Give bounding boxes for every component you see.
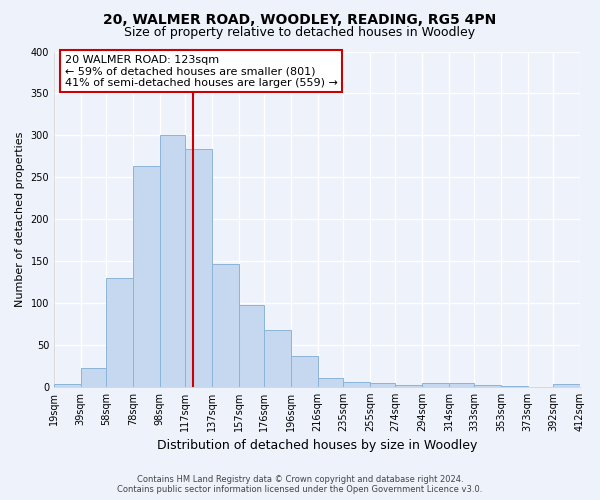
Bar [291,356,317,387]
Text: Contains HM Land Registry data © Crown copyright and database right 2024.
Contai: Contains HM Land Registry data © Crown c… [118,474,482,494]
Text: 20, WALMER ROAD, WOODLEY, READING, RG5 4PN: 20, WALMER ROAD, WOODLEY, READING, RG5 4… [103,12,497,26]
Bar [501,386,528,387]
Bar [395,385,422,387]
Text: 20 WALMER ROAD: 123sqm
← 59% of detached houses are smaller (801)
41% of semi-de: 20 WALMER ROAD: 123sqm ← 59% of detached… [65,55,337,88]
Bar [553,384,580,387]
Bar [185,148,212,387]
Bar [317,378,343,387]
Bar [239,304,264,387]
Bar [422,384,449,387]
Y-axis label: Number of detached properties: Number of detached properties [15,132,25,307]
Bar [343,382,370,387]
X-axis label: Distribution of detached houses by size in Woodley: Distribution of detached houses by size … [157,440,477,452]
Bar [474,385,501,387]
Bar [160,136,185,387]
Bar [54,384,81,387]
Bar [264,330,291,387]
Bar [106,278,133,387]
Text: Size of property relative to detached houses in Woodley: Size of property relative to detached ho… [124,26,476,39]
Bar [449,384,474,387]
Bar [212,264,239,387]
Bar [81,368,106,387]
Bar [370,382,395,387]
Bar [133,166,160,387]
